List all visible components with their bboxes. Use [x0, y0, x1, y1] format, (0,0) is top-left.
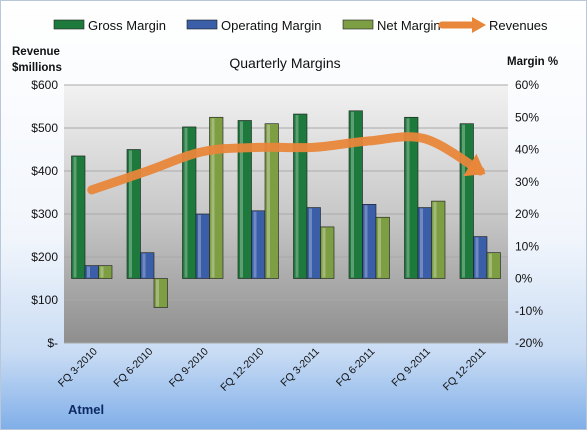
bar-highlight [240, 121, 243, 278]
bar-highlight [489, 253, 492, 278]
company-name: Atmel [68, 402, 104, 417]
bar-highlight [420, 208, 423, 278]
bar-highlight [211, 118, 215, 278]
revenue-line [87, 132, 486, 195]
left-axis-title-line2: $millions [12, 62, 62, 74]
right-tick-label: 50% [515, 110, 539, 124]
legend-label: Gross Margin [88, 18, 166, 33]
bar-operating-margin [140, 252, 155, 279]
revenue-arrowhead [463, 153, 486, 177]
bar-highlight [129, 150, 132, 278]
bar-net-margin [431, 200, 446, 279]
left-tick-label: $- [47, 336, 58, 350]
bar-highlight [198, 215, 201, 278]
legend-swatch [53, 19, 85, 30]
bar-highlight [433, 202, 437, 278]
legend-label: Net Margin [377, 18, 441, 33]
bar-highlight [462, 124, 465, 278]
right-axis-title: Margin % [507, 56, 558, 68]
legend: Gross Margin Operating Margin Net Margin Re… [53, 17, 548, 33]
right-tick-label: 30% [515, 175, 539, 189]
bar-highlight [184, 127, 188, 278]
bar-highlight [267, 124, 270, 278]
right-tick-label: -20% [515, 336, 543, 350]
revenue-line-path [87, 132, 485, 195]
legend-label: Revenues [489, 18, 548, 33]
bar-highlight [73, 156, 77, 278]
bar-net-margin [375, 216, 390, 279]
bar-gross-margin [348, 110, 363, 279]
chart-title: Quarterly Margins [229, 55, 340, 71]
bar-highlight [295, 115, 299, 278]
bar-net-margin [264, 123, 279, 279]
bar-highlight [309, 208, 312, 278]
bar-gross-margin [237, 120, 252, 279]
bar-highlight [364, 205, 368, 278]
bar-highlight [142, 253, 146, 278]
bar-highlight [351, 111, 354, 278]
legend-arrowhead [472, 17, 486, 33]
bar-gross-margin [404, 116, 419, 279]
left-tick-label: $400 [31, 164, 58, 178]
bar-net-margin [486, 252, 501, 279]
bar-gross-margin [182, 126, 197, 279]
left-tick-label: $100 [31, 293, 58, 307]
bar-net-margin [153, 278, 168, 308]
bar-gross-margin [293, 113, 308, 279]
bar-highlight [406, 118, 410, 278]
bar-highlight [156, 279, 159, 307]
bar-net-margin [209, 116, 224, 279]
left-tick-label: $600 [31, 78, 58, 92]
bar-highlight [322, 227, 326, 278]
left-tick-label: $500 [31, 121, 58, 135]
bar-highlight [253, 211, 257, 278]
left-tick-label: $200 [31, 250, 58, 264]
bar-net-margin [98, 265, 113, 279]
right-tick-label: 10% [515, 239, 539, 253]
bar-gross-margin [71, 155, 86, 279]
bar-gross-margin [126, 149, 141, 279]
legend-label: Operating Margin [221, 18, 321, 33]
bar-highlight [475, 237, 479, 278]
left-axis-ticks: $- $100 $200 $300 $400 $500 $600 [31, 78, 58, 350]
right-tick-label: 40% [515, 143, 539, 157]
bar-marks [71, 110, 501, 308]
left-tick-label: $300 [31, 207, 58, 221]
legend-swatch [342, 19, 374, 30]
left-axis-title-line1: Revenue [12, 46, 60, 58]
legend-swatch [186, 19, 218, 30]
right-tick-label: 0% [515, 272, 533, 286]
bar-highlight [378, 218, 381, 278]
bar-net-margin [320, 226, 335, 279]
right-tick-label: -10% [515, 304, 543, 318]
right-tick-label: 20% [515, 207, 539, 221]
bar-highlight [87, 266, 90, 278]
right-tick-label: 60% [515, 78, 539, 92]
bar-highlight [100, 266, 104, 278]
right-axis-ticks: -20% -10% 0% 10% 20% 30% 40% 50% 60% [515, 78, 543, 350]
